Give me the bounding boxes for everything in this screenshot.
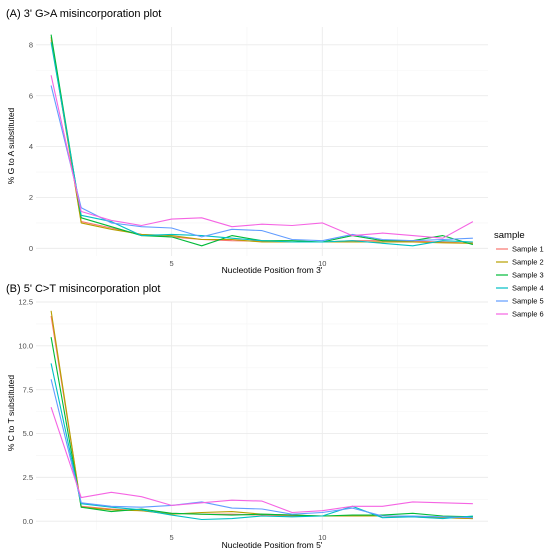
panel-a-x-tick-label: 10 (318, 259, 326, 268)
panel-b-line-sample-2 (50, 310, 473, 520)
panel-a-line-sample-3 (50, 34, 474, 247)
legend-title: sample (494, 230, 525, 241)
panel-a-x-ticks: 5 10 (170, 259, 327, 268)
panel-a-series (50, 34, 474, 247)
panel-a-y-tick-label: 2 (29, 193, 33, 202)
panel-b-x-tick-label: 10 (318, 533, 326, 542)
panel-b-y-tick-label: 7.5 (23, 385, 33, 394)
legend-label-sample-5: Sample 5 (512, 297, 544, 306)
panel-b: (B) 5' C>T misincorporation plot 0.0 2.5 5… (6, 283, 488, 550)
panel-a-y-tick-label: 8 (29, 40, 33, 49)
panel-a-line-sample-5 (50, 85, 473, 242)
panel-b-line-sample-6 (50, 407, 473, 514)
legend-label-sample-6: Sample 6 (512, 310, 544, 319)
panel-a-grid (36, 27, 488, 256)
panel-a-line-sample-6 (50, 75, 474, 239)
legend: sample Sample 1 Sample 2 Sample 3 Sample 4 S… (494, 230, 544, 319)
panel-a-title: (A) 3' G>A misincorporation plot (6, 8, 161, 20)
panel-b-grid (36, 301, 488, 530)
panel-a-x-tick-label: 5 (170, 259, 174, 268)
panel-a-x-label: Nucleotide Position from 3' (222, 265, 323, 275)
panel-b-title: (B) 5' C>T misincorporation plot (6, 283, 160, 295)
panel-b-y-tick-label: 5.0 (23, 429, 33, 438)
legend-label-sample-2: Sample 2 (512, 258, 544, 267)
panel-a-y-tick-label: 4 (29, 142, 33, 151)
panel-b-y-ticks: 0.0 2.5 5.0 7.5 10.0 12.5 (18, 298, 33, 526)
panel-b-x-tick-label: 5 (170, 533, 174, 542)
panel-b-y-tick-label: 2.5 (23, 473, 33, 482)
panel-b-line-sample-3 (50, 337, 473, 518)
panel-a-y-tick-label: 6 (29, 91, 33, 100)
panel-b-line-sample-5 (50, 379, 473, 519)
panel-a: (A) 3' G>A misincorporation plot 0 2 4 6 8 5… (6, 8, 488, 275)
panel-a-y-tick-label: 0 (29, 244, 33, 253)
panel-b-x-ticks: 5 10 (170, 533, 327, 542)
panel-b-y-tick-label: 0.0 (23, 517, 33, 526)
panel-b-y-tick-label: 12.5 (18, 298, 33, 307)
panel-b-x-label: Nucleotide Position from 5' (222, 540, 323, 550)
panel-b-y-tick-label: 10.0 (18, 341, 33, 350)
panel-b-line-sample-1 (50, 315, 473, 520)
panel-a-line-sample-2 (50, 37, 473, 244)
legend-label-sample-3: Sample 3 (512, 271, 544, 280)
panel-b-y-label: % C to T substituted (6, 375, 16, 451)
panel-b-line-sample-4 (50, 363, 473, 521)
legend-label-sample-1: Sample 1 (512, 245, 544, 254)
panel-a-y-label: % G to A substituted (6, 107, 16, 184)
panel-b-series (50, 310, 473, 521)
panel-a-y-ticks: 0 2 4 6 8 (29, 40, 33, 253)
legend-label-sample-4: Sample 4 (512, 284, 544, 293)
panel-a-line-sample-4 (50, 42, 473, 247)
